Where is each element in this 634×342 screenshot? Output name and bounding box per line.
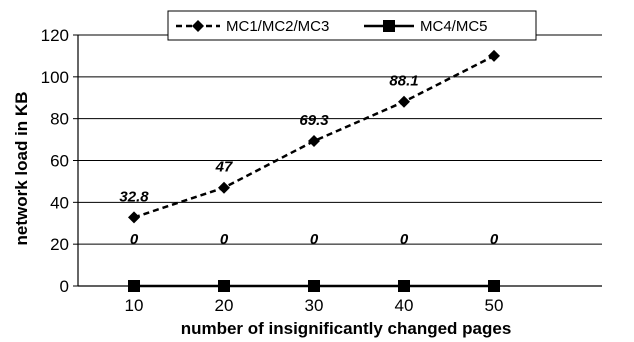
legend-box [167,10,537,41]
data-point-diamond [488,49,500,62]
legend-marker-diamond [192,20,204,32]
data-point-diamond [218,181,230,194]
y-tick-label: 80 [50,110,69,129]
y-tick-label: 20 [50,235,69,254]
y-axis-title: network load in KB [12,92,31,246]
legend-label: MC1/MC2/MC3 [226,18,329,35]
data-point-diamond [308,135,320,148]
data-label: 88.1 [389,73,418,90]
x-tick-label: 30 [305,296,324,315]
data-point-square [218,280,230,292]
y-tick-label: 60 [50,152,69,171]
y-tick-label: 120 [41,26,69,45]
data-label: 47 [215,159,233,176]
y-tick-label: 0 [60,277,69,296]
series-line-1 [133,54,495,219]
data-label: 0 [310,231,319,248]
data-label: 0 [220,231,229,248]
x-tick-label: 50 [485,296,504,315]
legend-label: MC4/MC5 [420,18,488,35]
data-label: 0 [490,231,499,248]
data-label: 69.3 [299,112,329,129]
y-tick-label: 100 [41,68,69,87]
y-tick-label: 40 [50,193,69,212]
data-point-diamond [128,211,140,224]
legend-marker-square [383,20,395,32]
data-point-square [488,280,500,292]
data-point-diamond [398,95,410,108]
x-tick-label: 10 [125,296,144,315]
x-tick-label: 20 [215,296,234,315]
data-point-square [398,280,410,292]
x-tick-label: 40 [395,296,414,315]
x-axis-title: number of insignificantly changed pages [181,319,512,338]
data-label: 0 [130,231,139,248]
data-point-square [308,280,320,292]
data-point-square [128,280,140,292]
data-label: 32.8 [119,188,149,205]
data-label: 0 [400,231,409,248]
